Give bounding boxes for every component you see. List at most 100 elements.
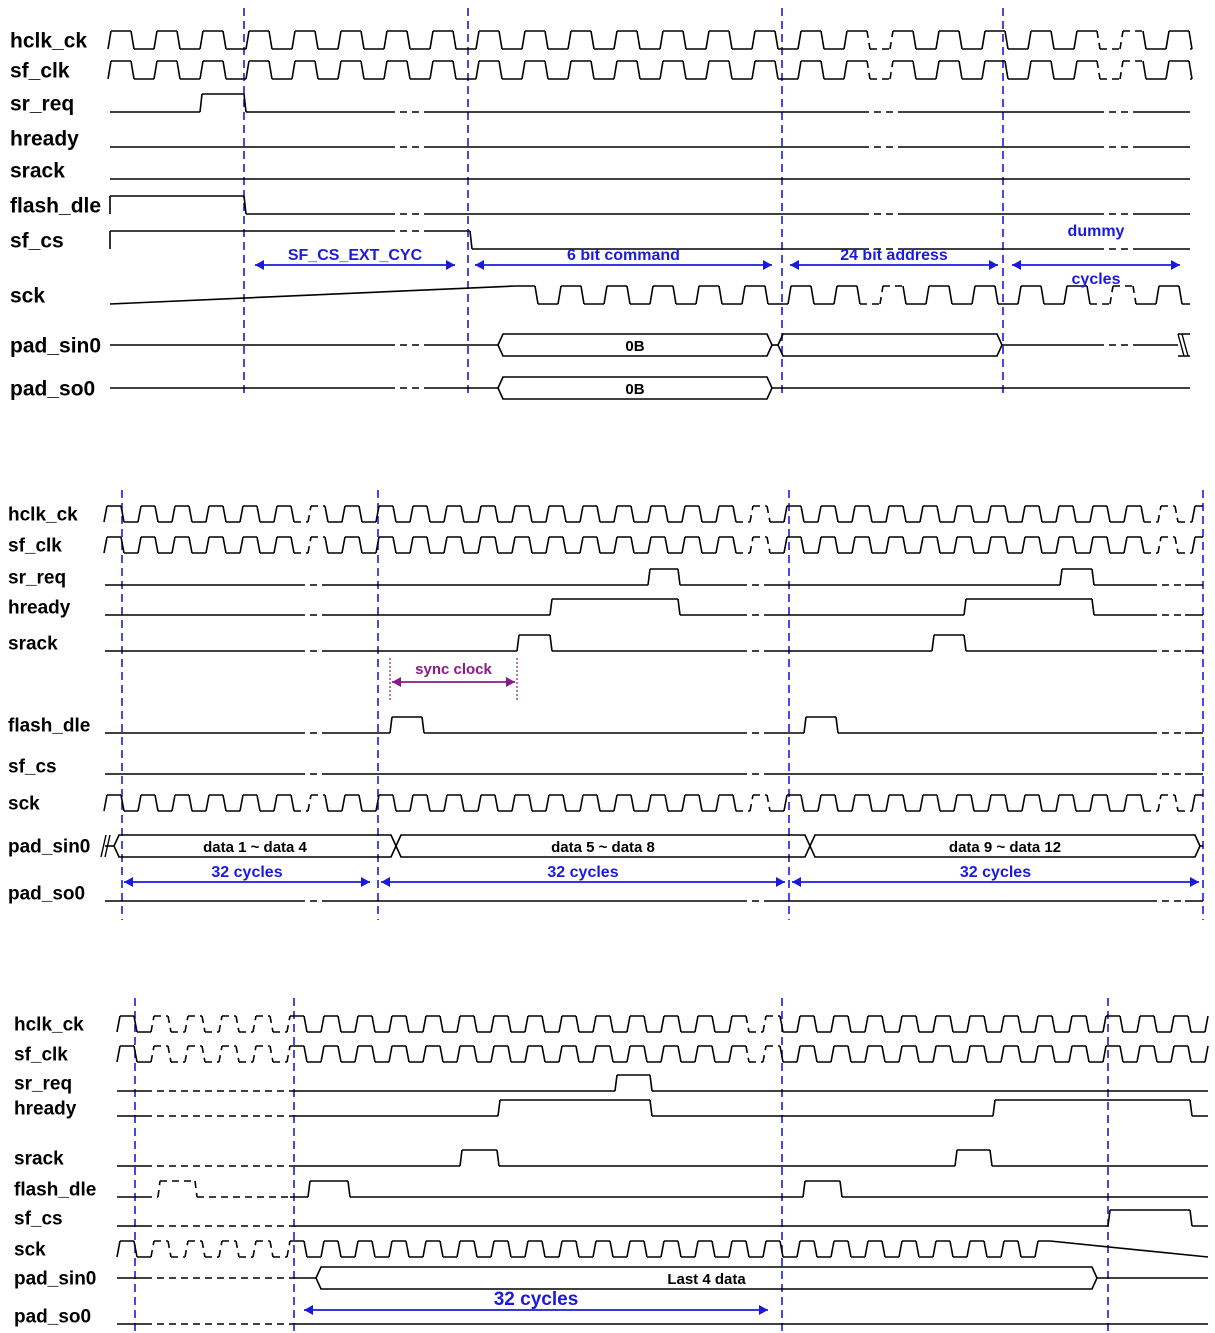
signal-srack: srack bbox=[8, 634, 1203, 655]
signal-label: srack bbox=[8, 634, 58, 655]
clock-wave-break bbox=[294, 505, 1192, 523]
signal-label: flash_dle bbox=[8, 716, 90, 737]
clock-wave bbox=[107, 60, 1193, 80]
bus-break-mark bbox=[100, 834, 111, 858]
signal-label: sf_clk bbox=[14, 1045, 68, 1066]
clock-wave-break bbox=[150, 1045, 780, 1063]
signal-label: sr_req bbox=[10, 92, 74, 115]
signal-label: flash_dle bbox=[10, 194, 101, 217]
bus-segment bbox=[777, 333, 1003, 357]
cycle-annotation: 32 cycles bbox=[381, 864, 785, 887]
signal-srreq: sr_req bbox=[8, 568, 1203, 589]
annotation-label: cycles bbox=[1072, 271, 1121, 288]
bus-value: 0B bbox=[625, 338, 644, 355]
level-wave bbox=[109, 230, 1190, 250]
signal-label: hclk_ck bbox=[8, 505, 78, 526]
level-wave bbox=[110, 93, 1190, 113]
signal-hready: hready bbox=[10, 127, 1190, 150]
bus-value: Last 4 data bbox=[667, 1271, 746, 1288]
signal-sck: sck bbox=[10, 284, 1190, 307]
clock-wave bbox=[116, 1015, 1209, 1033]
clock-wave bbox=[116, 1240, 1209, 1258]
annotation-label: SF_CS_EXT_CYC bbox=[288, 247, 423, 264]
signal-srack: srack bbox=[14, 1149, 1208, 1170]
signal-label: sf_clk bbox=[8, 536, 62, 557]
annotation-label: 24 bit address bbox=[840, 247, 948, 264]
signal-label: pad_sin0 bbox=[14, 1269, 96, 1290]
level-wave-break bbox=[145, 1180, 290, 1198]
signal-hready: hready bbox=[8, 598, 1203, 619]
signal-label: pad_so0 bbox=[8, 884, 85, 905]
signal-srreq: sr_req bbox=[10, 92, 1190, 115]
signal-hclk: hclk_ck bbox=[8, 505, 1203, 526]
signal-sin: pad_sin0 Last 4 data bbox=[14, 1266, 1208, 1290]
signal-hclk: hclk_ck bbox=[14, 1015, 1209, 1036]
signal-label: sf_cs bbox=[14, 1209, 63, 1230]
bus-value: data 5 ~ data 8 bbox=[551, 839, 655, 856]
annotation-label: 32 cycles bbox=[547, 864, 618, 881]
signal-label: sf_cs bbox=[10, 229, 64, 252]
signal-label: srack bbox=[10, 159, 65, 182]
signal-sfcs: sf_cs bbox=[8, 757, 1203, 778]
cycle-annotation: 32 cycles bbox=[304, 1289, 768, 1315]
signal-so: pad_so0 bbox=[8, 884, 1203, 905]
signal-sfclk: sf_clk bbox=[8, 536, 1203, 557]
signal-label: sr_req bbox=[8, 568, 66, 589]
signal-fdle: flash_dle bbox=[14, 1180, 1208, 1201]
signal-label: sr_req bbox=[14, 1074, 72, 1095]
bus-value: data 9 ~ data 12 bbox=[949, 839, 1061, 856]
signal-sin: pad_sin0 0B bbox=[10, 333, 1190, 357]
signal-hready: hready bbox=[14, 1099, 1208, 1120]
sync-label: sync clock bbox=[415, 661, 492, 678]
clock-wave-break bbox=[150, 1240, 291, 1258]
level-wave bbox=[117, 1209, 1208, 1227]
signal-label: pad_sin0 bbox=[10, 334, 101, 357]
level-wave bbox=[105, 568, 1203, 586]
cycle-annotation: dummy cycles bbox=[1012, 223, 1180, 288]
level-wave bbox=[109, 195, 1190, 215]
signal-label: sck bbox=[8, 794, 40, 815]
signal-label: pad_so0 bbox=[14, 1307, 91, 1328]
signal-sin: pad_sin0 data 1 ~ data 4 data 5 ~ data 8 da… bbox=[8, 834, 1203, 858]
signal-so: pad_so0 0B bbox=[10, 376, 1190, 400]
signal-label: sck bbox=[14, 1240, 46, 1261]
signal-label: pad_so0 bbox=[10, 377, 95, 400]
level-wave bbox=[117, 1149, 1208, 1167]
timing-panel-2: hclk_cksf_clksr_reqhreadysrackflash_dles… bbox=[8, 490, 1204, 920]
level-wave bbox=[105, 634, 1203, 652]
signal-fdle: flash_dle bbox=[10, 194, 1190, 217]
level-wave bbox=[105, 598, 1203, 616]
clock-wave-break bbox=[150, 1015, 780, 1033]
signal-label: hclk_ck bbox=[14, 1015, 84, 1036]
annotation-label: 32 cycles bbox=[211, 864, 282, 881]
annotation-label: dummy bbox=[1068, 223, 1125, 240]
cycle-annotation: 6 bit command bbox=[475, 247, 772, 270]
signal-label: hclk_ck bbox=[10, 29, 87, 52]
signal-sck: sck bbox=[14, 1240, 1209, 1261]
signal-label: flash_dle bbox=[14, 1180, 96, 1201]
cycle-annotation: 32 cycles bbox=[792, 864, 1199, 887]
signal-hclk: hclk_ck bbox=[10, 29, 1193, 52]
level-wave bbox=[117, 1180, 1208, 1198]
cycle-annotation: 24 bit address bbox=[790, 247, 998, 270]
sync-clock-annotation: sync clock bbox=[389, 658, 518, 700]
signal-sfcs: sf_cs bbox=[14, 1209, 1208, 1230]
signal-label: hready bbox=[10, 127, 79, 150]
signal-label: pad_sin0 bbox=[8, 837, 90, 858]
annotation-label: 6 bit command bbox=[567, 247, 680, 264]
level-wave bbox=[117, 1074, 1208, 1092]
signal-fdle: flash_dle bbox=[8, 716, 1203, 737]
clock-wave bbox=[103, 794, 1203, 812]
signal-srreq: sr_req bbox=[14, 1074, 1208, 1095]
signal-label: srack bbox=[14, 1149, 64, 1170]
signal-srack: srack bbox=[10, 159, 1190, 182]
cycle-annotation: SF_CS_EXT_CYC bbox=[255, 247, 455, 270]
clock-wave bbox=[103, 505, 1203, 523]
signal-sfclk: sf_clk bbox=[10, 59, 1193, 82]
clock-wave bbox=[103, 536, 1203, 554]
cycle-annotation: 32 cycles bbox=[124, 864, 370, 887]
bus-value: data 1 ~ data 4 bbox=[203, 839, 307, 856]
signal-sfcs: sf_cs bbox=[10, 229, 1190, 252]
